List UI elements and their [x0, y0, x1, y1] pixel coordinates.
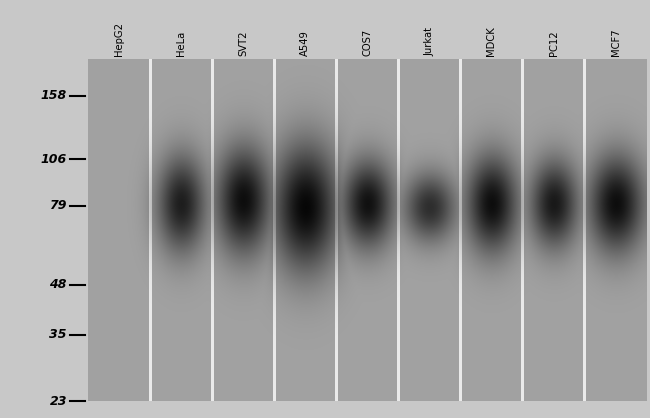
Text: 23: 23 — [49, 395, 67, 408]
Text: HeLa: HeLa — [176, 31, 186, 56]
Text: 79: 79 — [49, 199, 67, 212]
Text: PC12: PC12 — [549, 31, 558, 56]
Text: HepG2: HepG2 — [114, 23, 124, 56]
Text: 106: 106 — [41, 153, 67, 166]
Text: 48: 48 — [49, 278, 67, 291]
Text: Jurkat: Jurkat — [424, 28, 434, 56]
Text: COS7: COS7 — [362, 29, 372, 56]
Text: A549: A549 — [300, 31, 310, 56]
Text: MCF7: MCF7 — [611, 29, 621, 56]
Text: SVT2: SVT2 — [238, 31, 248, 56]
Text: 35: 35 — [49, 328, 67, 341]
Text: 158: 158 — [41, 89, 67, 102]
Text: MDCK: MDCK — [486, 27, 497, 56]
